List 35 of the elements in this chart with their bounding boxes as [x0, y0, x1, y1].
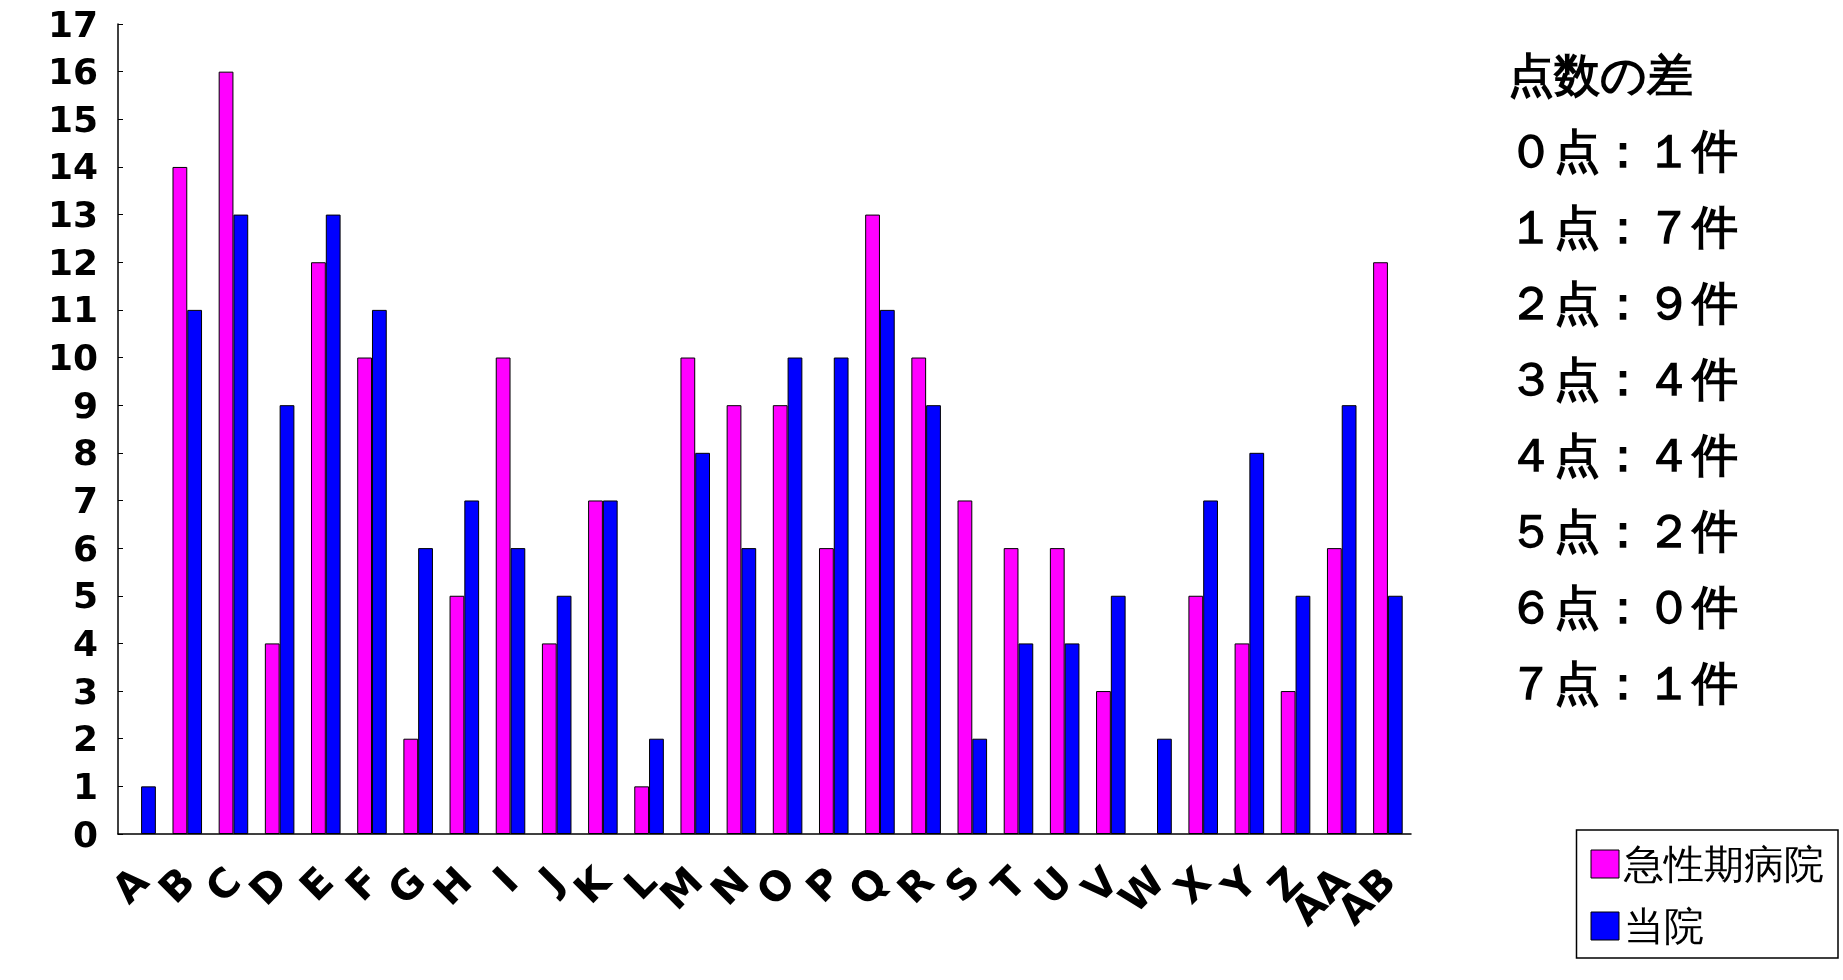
text: １点：７件 — [1508, 200, 1738, 254]
y-tick-label: 12 — [47, 241, 98, 283]
y-tick-label: 7 — [72, 479, 98, 521]
y-tick-label: 2 — [72, 718, 98, 760]
y-tick-label: 10 — [47, 337, 98, 379]
y-tick-label: 11 — [47, 289, 98, 331]
text: ６点：０件 — [1508, 580, 1738, 634]
x-tick-label: Y — [1211, 857, 1267, 912]
text: 点数の差 — [1508, 48, 1693, 102]
text: ２点：９件 — [1508, 276, 1738, 330]
y-tick-label: 16 — [47, 51, 98, 93]
x-tick-label: A — [102, 857, 158, 913]
y-tick-label: 8 — [72, 432, 98, 474]
y-tick-label: 14 — [47, 146, 98, 188]
text: ７点：１件 — [1508, 656, 1738, 710]
legend-label: 当院 — [1624, 903, 1704, 949]
y-tick-label: 9 — [72, 384, 98, 426]
y-tick-label: 4 — [72, 622, 98, 664]
text: ４点：４件 — [1508, 428, 1738, 482]
y-tick-label: 5 — [72, 575, 98, 617]
y-tick-label: 3 — [72, 670, 98, 712]
y-tick-label: 17 — [47, 3, 98, 45]
text: ０点：１件 — [1508, 124, 1738, 178]
legend-label: 急性期病院 — [1623, 841, 1824, 887]
y-tick-label: 13 — [47, 194, 98, 236]
text: ５点：２件 — [1508, 504, 1738, 558]
y-tick-label: 0 — [72, 813, 98, 855]
y-tick-label: 6 — [72, 527, 98, 569]
x-tick-label: H — [424, 857, 481, 914]
y-tick-label: 15 — [47, 98, 98, 140]
y-tick-label: 1 — [72, 765, 98, 807]
x-tick-label: J — [527, 857, 573, 903]
x-tick-label: I — [483, 857, 527, 901]
x-tick-label: S — [935, 857, 989, 911]
text: ３点：４件 — [1508, 352, 1738, 406]
